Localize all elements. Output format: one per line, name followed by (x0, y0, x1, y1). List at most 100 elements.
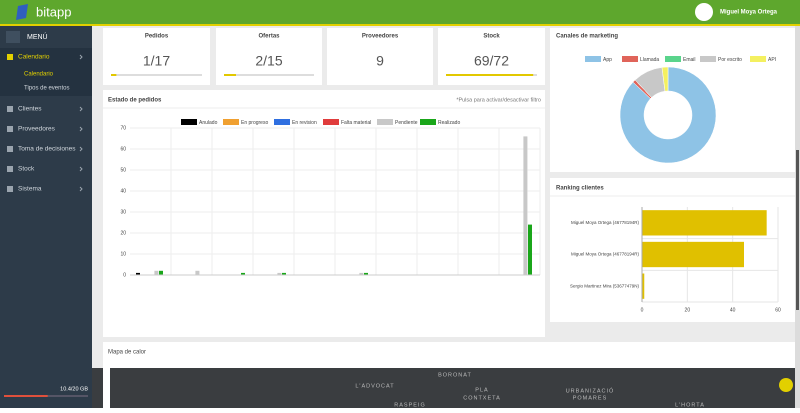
user-name[interactable]: Miguel Moya Ortega (720, 10, 778, 16)
legend-swatch[interactable] (622, 56, 638, 62)
x-tick-label: 60 (775, 307, 781, 313)
legend-label[interactable]: Anulado (199, 120, 218, 126)
sidebar-icon (7, 166, 13, 172)
legend-swatch[interactable] (700, 56, 716, 62)
map-area[interactable] (110, 368, 795, 408)
bar[interactable] (277, 272, 282, 275)
kpi-label: Proveedores (362, 34, 399, 40)
scroll-thumb[interactable] (796, 150, 799, 310)
sidebar-item[interactable]: Sistema (18, 186, 42, 193)
kpi-label: Stock (483, 34, 500, 40)
kpi-progress (224, 74, 236, 76)
scroll-top-button[interactable] (779, 378, 793, 392)
kpi-value: 69/72 (474, 53, 509, 69)
storage-fill (4, 395, 48, 397)
chart-note: *Pulsa para activar/desactivar filtro (456, 97, 541, 103)
legend-swatch[interactable] (665, 56, 681, 62)
y-tick-label: 50 (120, 167, 126, 173)
bar[interactable] (136, 272, 140, 275)
bar[interactable] (642, 210, 767, 236)
bar[interactable] (642, 241, 744, 268)
kpi-progress (111, 74, 117, 76)
y-tick-label: 70 (120, 125, 126, 131)
pie-slice[interactable] (661, 66, 669, 92)
legend-label[interactable]: Pendiente (395, 120, 418, 126)
top-bar (0, 0, 800, 24)
legend-label[interactable]: API (768, 57, 776, 63)
bar[interactable] (195, 270, 200, 275)
menu-title: MENÚ (27, 32, 48, 41)
bar[interactable] (642, 273, 645, 299)
y-tick-label: 40 (120, 188, 126, 194)
legend-swatch[interactable] (181, 119, 197, 125)
bar[interactable] (282, 272, 286, 275)
pie-slice[interactable] (619, 66, 717, 164)
logo[interactable]: bitapp (36, 4, 71, 19)
bar[interactable] (364, 272, 368, 275)
legend-label[interactable]: Llamada (640, 57, 659, 63)
legend-swatch[interactable] (274, 119, 290, 125)
sidebar-active-bg (0, 48, 92, 96)
chart-title: Ranking clientes (556, 186, 604, 192)
legend-swatch[interactable] (223, 119, 239, 125)
chart-title: Canales de marketing (556, 34, 618, 40)
bar[interactable] (528, 224, 532, 275)
menu-toggle[interactable] (6, 31, 20, 43)
sidebar-icon (7, 54, 13, 60)
y-tick-label: 30 (120, 209, 126, 215)
avatar[interactable] (695, 3, 713, 21)
sidebar-item[interactable]: Proveedores (18, 126, 56, 133)
y-tick-label: Miguel Moya Ortega (46778194R) (571, 252, 640, 257)
legend-label[interactable]: App (603, 57, 612, 63)
legend-label[interactable]: Por escrito (718, 57, 742, 63)
x-tick-label: 0 (641, 307, 644, 313)
y-tick-label: Sergio Martinez Mira (53677479N) (570, 283, 640, 288)
bar[interactable] (523, 136, 528, 275)
legend-swatch[interactable] (323, 119, 339, 125)
legend-label[interactable]: Realizado (438, 120, 460, 126)
sidebar-item[interactable]: Calendario (18, 54, 50, 61)
legend-swatch[interactable] (420, 119, 436, 125)
card (327, 28, 433, 85)
bar[interactable] (359, 272, 364, 275)
kpi-value: 9 (376, 53, 384, 69)
sidebar-icon (7, 106, 13, 112)
legend-label[interactable]: En revision (292, 120, 317, 126)
y-tick-label: Miguel Moya Ortega (46778194R) (571, 220, 640, 225)
y-tick-label: 60 (120, 146, 126, 152)
legend-label[interactable]: Falta material (341, 120, 371, 126)
sidebar-subitem[interactable]: Tipos de eventos (24, 86, 69, 92)
map-label: POMARES (573, 395, 608, 401)
kpi-track (111, 74, 202, 76)
sidebar-icon (7, 186, 13, 192)
sidebar-chevron (79, 126, 83, 132)
legend-swatch[interactable] (377, 119, 393, 125)
kpi-label: Pedidos (145, 34, 169, 40)
logo-icon (16, 4, 28, 20)
sidebar-chevron (79, 106, 83, 112)
bar[interactable] (241, 272, 245, 275)
sidebar-item[interactable]: Clientes (18, 106, 42, 113)
sidebar-chevron (79, 146, 83, 152)
map-label: L'ADVOCAT (355, 383, 394, 389)
legend-swatch[interactable] (750, 56, 766, 62)
x-tick-label: 20 (685, 307, 691, 313)
legend-label[interactable]: En progreso (241, 120, 268, 126)
card-title: Mapa de calor (108, 350, 146, 356)
y-tick-label: 20 (120, 230, 126, 236)
x-tick-label: 40 (730, 307, 736, 313)
sidebar-item[interactable]: Stock (18, 166, 35, 173)
sidebar-chevron (79, 54, 83, 60)
y-tick-label: 0 (123, 272, 126, 278)
sidebar-icon (7, 126, 13, 132)
legend-label[interactable]: Email (683, 57, 696, 63)
map-label: RASPEIG (394, 402, 425, 408)
map-label: CONTXETA (463, 395, 501, 401)
bar[interactable] (154, 270, 159, 275)
bar[interactable] (159, 270, 163, 275)
y-tick-label: 10 (120, 251, 126, 257)
sidebar-subitem[interactable]: Calendario (24, 72, 54, 78)
legend-swatch[interactable] (585, 56, 601, 62)
sidebar-item[interactable]: Toma de decisiones (18, 146, 76, 153)
